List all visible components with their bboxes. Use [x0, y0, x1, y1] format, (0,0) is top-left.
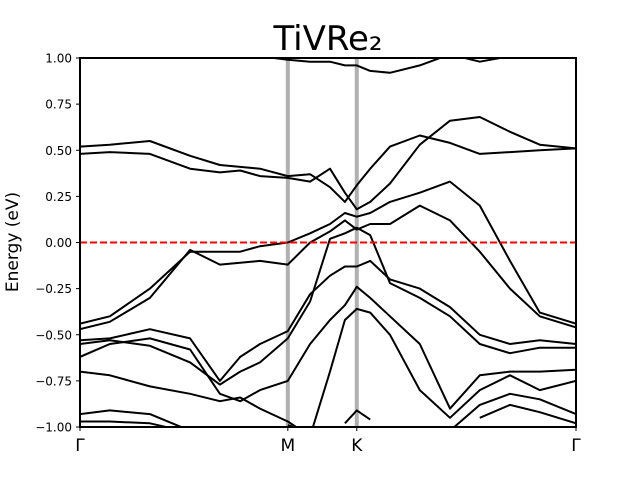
- band-line: [80, 134, 576, 203]
- y-tick-label: 1.00: [45, 52, 72, 66]
- y-tick-label: −0.50: [35, 328, 72, 342]
- band-line: [80, 403, 576, 427]
- band-line: [80, 116, 576, 211]
- band-line: [266, 58, 506, 74]
- y-tick-label: −1.00: [35, 421, 72, 435]
- band-line: [80, 259, 576, 382]
- x-tick-label: Γ: [75, 436, 85, 456]
- y-tick-label: 0.00: [45, 236, 72, 250]
- y-tick-label: 0.25: [45, 190, 72, 204]
- y-tick-label: −0.25: [35, 282, 72, 296]
- y-tick-label: 0.50: [45, 144, 72, 158]
- x-tick-label: K: [351, 436, 363, 456]
- chart-title: TiVRe₂: [272, 19, 382, 59]
- band-line: [80, 180, 576, 325]
- band-line: [80, 307, 576, 427]
- x-tick-label: M: [280, 436, 295, 456]
- plot-area: [80, 58, 576, 427]
- axes: Γ M K Γ−1.00−0.75−0.50−0.250.000.250.500.75…: [35, 52, 581, 457]
- band-line: [80, 392, 576, 427]
- plot-frame: [79, 57, 577, 428]
- y-tick-label: 0.75: [45, 98, 72, 112]
- band-line: [80, 204, 576, 331]
- y-axis-label: Energy (eV): [3, 192, 23, 292]
- band-line: [80, 285, 576, 410]
- y-tick-label: −0.75: [35, 374, 72, 388]
- x-tick-label: Γ: [571, 436, 581, 456]
- band-line: [80, 226, 576, 386]
